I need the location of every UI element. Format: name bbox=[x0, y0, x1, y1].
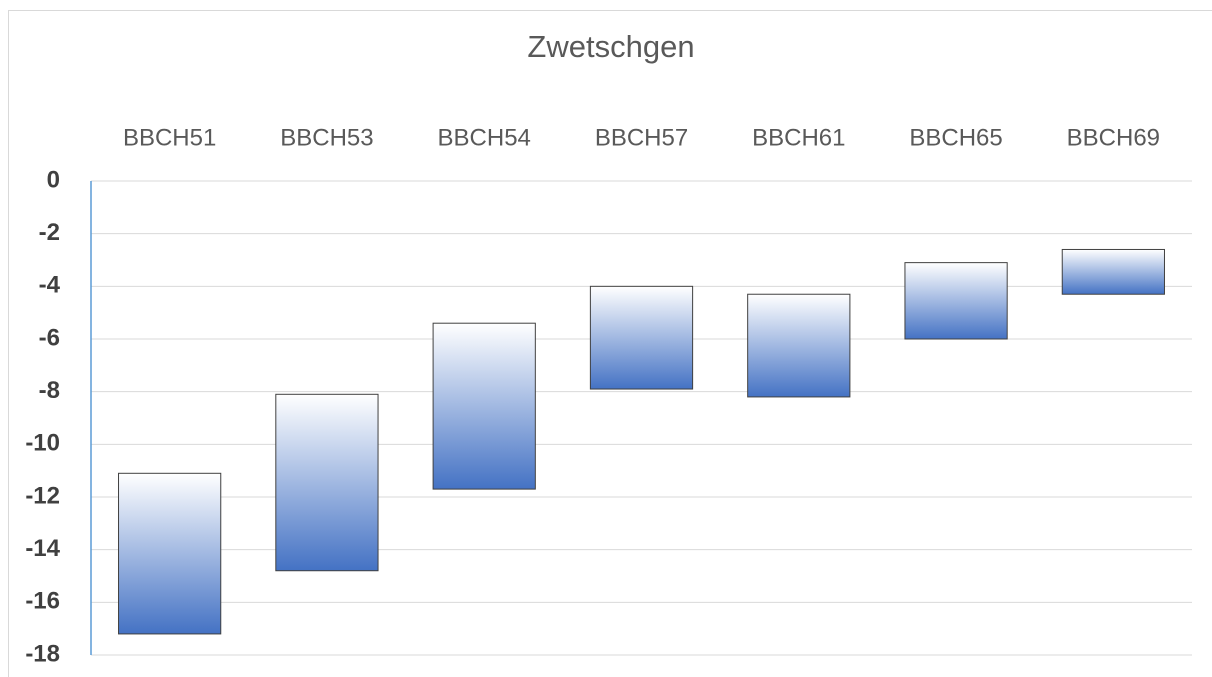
y-tick-label: -6 bbox=[39, 324, 60, 351]
bar bbox=[118, 472, 222, 635]
bar bbox=[275, 393, 379, 572]
y-tick-label: -2 bbox=[39, 219, 60, 246]
chart-title: Zwetschgen bbox=[527, 29, 694, 64]
y-tick-label: -14 bbox=[25, 535, 60, 562]
x-tick-label: BBCH57 bbox=[595, 124, 688, 151]
x-tick-label: BBCH69 bbox=[1067, 124, 1160, 151]
x-tick-label: BBCH65 bbox=[909, 124, 1002, 151]
y-tick-label: 0 bbox=[47, 166, 60, 193]
y-tick-label: -8 bbox=[39, 377, 60, 404]
x-tick-label: BBCH54 bbox=[438, 124, 531, 151]
bar bbox=[589, 285, 694, 390]
y-tick-label: -4 bbox=[39, 272, 61, 299]
bar bbox=[1061, 248, 1165, 295]
bar bbox=[747, 293, 851, 398]
x-tick-label: BBCH51 bbox=[123, 124, 216, 151]
y-tick-label: -10 bbox=[25, 430, 60, 457]
y-tick-label: -16 bbox=[25, 588, 60, 615]
bar bbox=[904, 262, 1008, 340]
bar bbox=[432, 322, 536, 490]
y-tick-label: -18 bbox=[25, 640, 60, 667]
x-tick-label: BBCH53 bbox=[280, 124, 373, 151]
x-tick-label: BBCH61 bbox=[752, 124, 845, 151]
y-tick-label: -12 bbox=[25, 482, 60, 509]
